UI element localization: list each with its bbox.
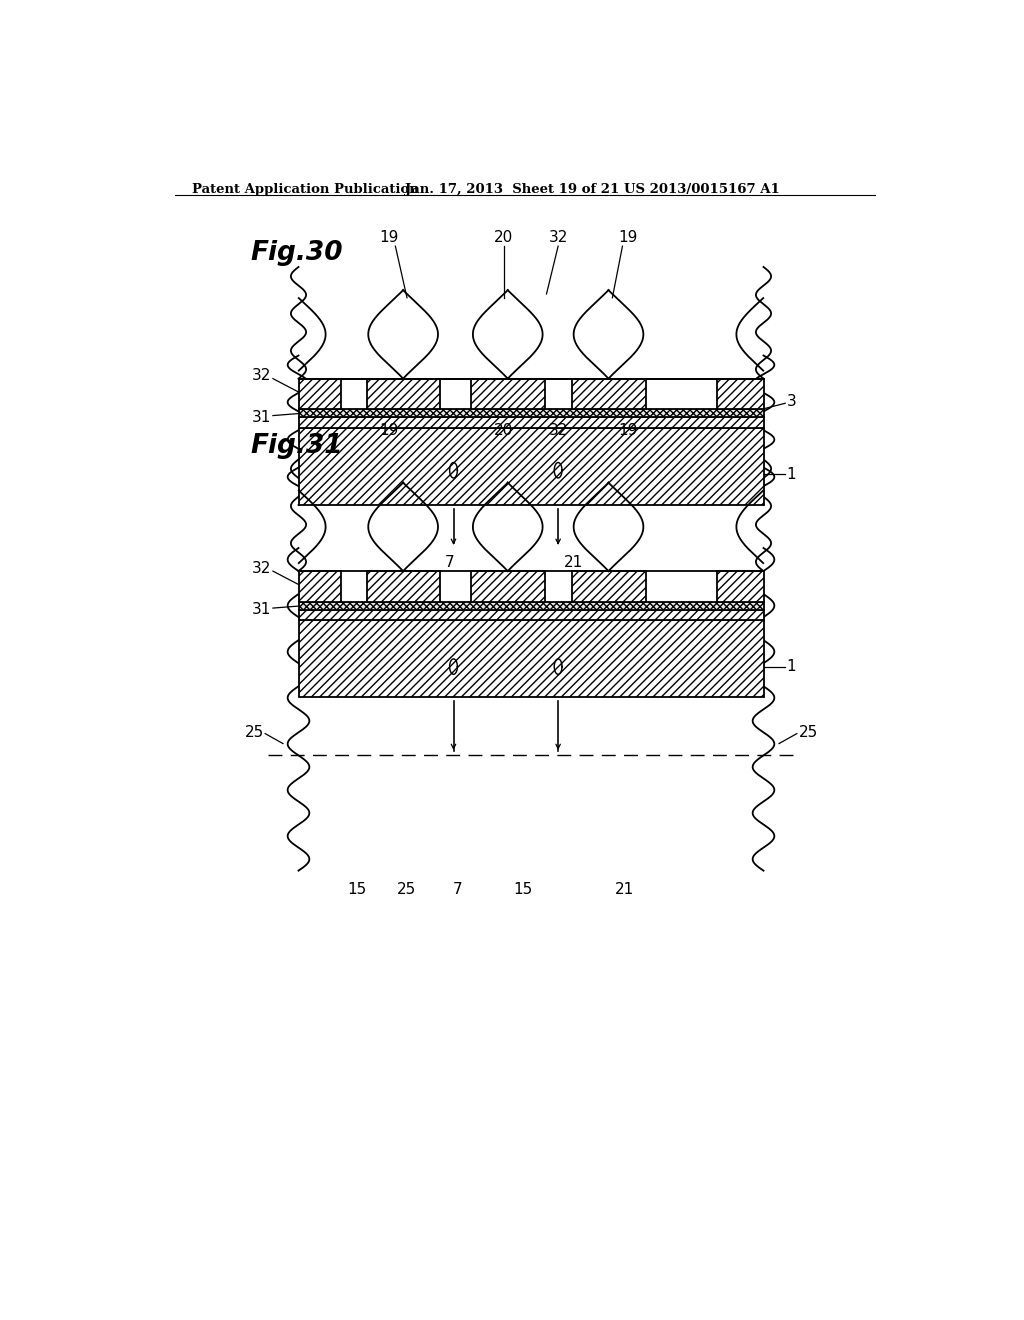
Text: 21: 21 [614,882,634,898]
Text: Jan. 17, 2013  Sheet 19 of 21: Jan. 17, 2013 Sheet 19 of 21 [406,183,620,197]
Text: 25: 25 [799,725,817,739]
Text: Fig.30: Fig.30 [251,240,343,267]
Text: 19: 19 [618,422,638,438]
Bar [471,572,545,602]
Bar [572,379,646,409]
Text: 15: 15 [514,882,532,898]
Bar [299,610,764,620]
Text: 20: 20 [495,422,513,438]
Text: 25: 25 [245,725,263,739]
Text: US 2013/0015167 A1: US 2013/0015167 A1 [624,183,779,197]
Text: 32: 32 [549,231,568,246]
Bar [717,572,764,602]
Text: 32: 32 [252,561,271,576]
Text: 1: 1 [786,466,797,482]
Text: 20: 20 [495,231,513,246]
Bar [299,428,764,506]
Text: 31: 31 [252,602,271,618]
Bar [299,409,764,417]
Bar [367,379,440,409]
Text: 19: 19 [380,231,399,246]
Text: Fig.31: Fig.31 [251,433,343,459]
Text: 32: 32 [252,368,271,383]
Bar [299,417,764,428]
Text: 25: 25 [397,882,417,898]
Text: 31: 31 [252,409,271,425]
Bar [471,379,545,409]
Text: 7: 7 [453,882,462,898]
Bar [299,572,341,602]
Text: 7: 7 [444,554,455,570]
Bar [717,379,764,409]
Bar [299,602,764,610]
Text: 32: 32 [549,422,568,438]
Bar [299,620,764,697]
Text: 19: 19 [618,231,638,246]
Text: 15: 15 [347,882,367,898]
Bar [367,572,440,602]
Text: 19: 19 [380,422,399,438]
Text: 21: 21 [564,554,584,570]
Text: Patent Application Publication: Patent Application Publication [191,183,418,197]
Bar [572,572,646,602]
Text: 3: 3 [786,395,797,409]
Text: 1: 1 [786,659,797,675]
Bar [299,379,341,409]
